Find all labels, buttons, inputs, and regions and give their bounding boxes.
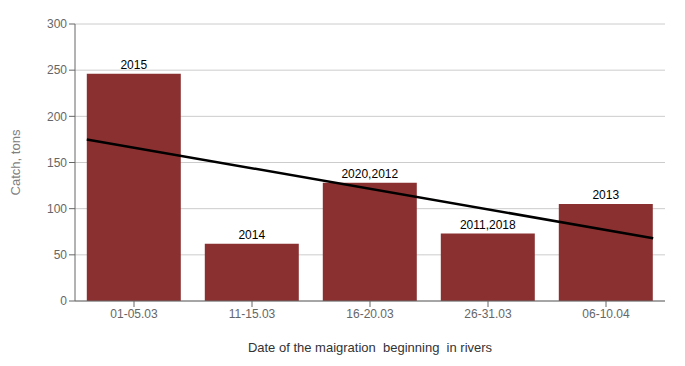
svg-text:2015: 2015 bbox=[120, 58, 147, 72]
svg-text:11-15.03: 11-15.03 bbox=[229, 307, 276, 321]
svg-text:01-05.03: 01-05.03 bbox=[110, 307, 158, 321]
svg-text:2011,2018: 2011,2018 bbox=[460, 218, 516, 232]
svg-text:50: 50 bbox=[54, 248, 68, 262]
svg-text:Date of the maigration beginn: Date of the maigration beginning in rive… bbox=[248, 340, 493, 355]
svg-text:2014: 2014 bbox=[238, 228, 265, 242]
svg-text:06-10.04: 06-10.04 bbox=[582, 307, 630, 321]
svg-text:Catch, tons: Catch, tons bbox=[8, 129, 23, 195]
svg-text:16-20.03: 16-20.03 bbox=[346, 307, 394, 321]
svg-text:0: 0 bbox=[60, 294, 67, 308]
svg-text:300: 300 bbox=[47, 17, 67, 31]
svg-text:2013: 2013 bbox=[592, 188, 619, 202]
svg-text:150: 150 bbox=[47, 156, 67, 170]
svg-text:26-31.03: 26-31.03 bbox=[464, 307, 512, 321]
svg-text:2020,2012: 2020,2012 bbox=[341, 167, 398, 181]
svg-text:100: 100 bbox=[47, 202, 67, 216]
svg-text:250: 250 bbox=[47, 63, 67, 77]
svg-text:200: 200 bbox=[47, 110, 67, 124]
